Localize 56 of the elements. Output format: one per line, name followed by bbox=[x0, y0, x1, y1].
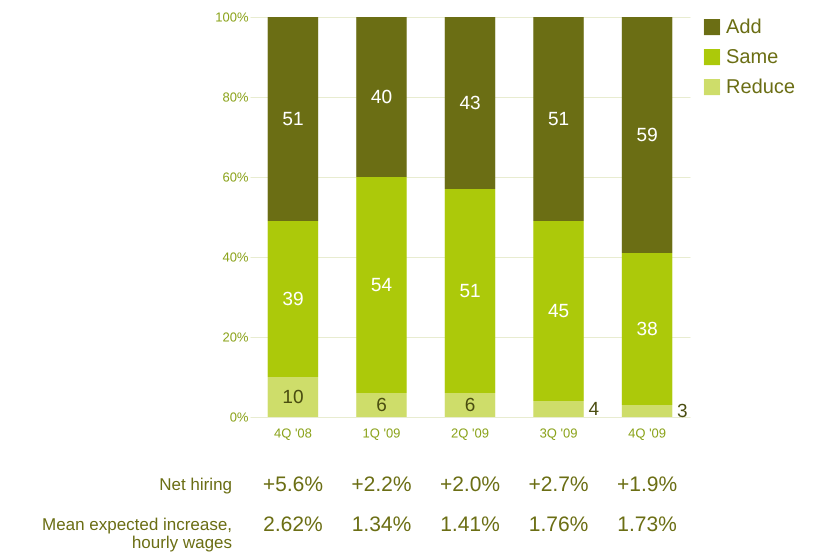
text: 1.41% bbox=[440, 513, 500, 536]
text: 1.34% bbox=[352, 513, 412, 536]
text: Net hiring bbox=[159, 475, 232, 494]
x-tick-label: 4Q '09 bbox=[628, 426, 666, 440]
y-tick-label: 80% bbox=[222, 90, 249, 104]
text: +1.9% bbox=[616, 473, 678, 496]
data-label: 10 bbox=[282, 387, 304, 408]
bar bbox=[356, 17, 407, 177]
data-label: 43 bbox=[459, 93, 481, 114]
data-label: 4 bbox=[588, 399, 600, 420]
x-tick-label: 4Q '08 bbox=[274, 426, 312, 440]
bar bbox=[444, 189, 496, 393]
data-label: 51 bbox=[282, 109, 304, 130]
text: +2.0% bbox=[440, 473, 500, 496]
bar bbox=[622, 253, 672, 405]
text: +5.6% bbox=[262, 473, 324, 496]
data-label: 6 bbox=[464, 395, 476, 416]
bar bbox=[356, 393, 407, 417]
text: Mean expected increase, hourly wages bbox=[42, 515, 232, 552]
data-label: 3 bbox=[677, 401, 688, 422]
bar bbox=[444, 17, 496, 189]
bar bbox=[268, 17, 318, 221]
data-label: 6 bbox=[376, 395, 387, 416]
bar bbox=[533, 17, 584, 221]
data-label: 51 bbox=[459, 281, 481, 302]
y-tick-label: 100% bbox=[215, 10, 249, 24]
text: 2.62% bbox=[263, 513, 323, 536]
x-tick-label: 3Q '09 bbox=[540, 426, 578, 440]
y-tick-label: 40% bbox=[222, 250, 249, 264]
bar bbox=[622, 405, 672, 417]
y-tick-label: 0% bbox=[230, 410, 249, 424]
data-label: 38 bbox=[636, 319, 658, 340]
text: +2.7% bbox=[528, 473, 589, 496]
x-tick-label: 2Q '09 bbox=[451, 426, 489, 440]
bar bbox=[622, 17, 672, 253]
data-label: 39 bbox=[282, 289, 304, 310]
text: +2.2% bbox=[351, 473, 412, 496]
text: 1.76% bbox=[528, 513, 588, 536]
bar bbox=[533, 221, 584, 401]
x-tick-label: 1Q '09 bbox=[362, 426, 400, 440]
y-tick-label: 20% bbox=[222, 330, 249, 344]
bar bbox=[444, 393, 496, 417]
bar bbox=[268, 221, 318, 377]
legend-label: Same bbox=[726, 46, 778, 68]
bar bbox=[268, 377, 318, 417]
legend-label: Reduce bbox=[726, 76, 795, 98]
text: 1.73% bbox=[617, 513, 677, 536]
y-tick-label: 60% bbox=[222, 170, 249, 184]
data-label: 45 bbox=[548, 301, 570, 322]
legend-label: Add bbox=[726, 16, 762, 38]
bar bbox=[356, 177, 407, 393]
data-label: 59 bbox=[636, 125, 658, 146]
data-label: 54 bbox=[370, 275, 392, 296]
data-label: 51 bbox=[548, 109, 570, 130]
bar bbox=[533, 401, 584, 417]
data-label: 40 bbox=[370, 87, 392, 108]
